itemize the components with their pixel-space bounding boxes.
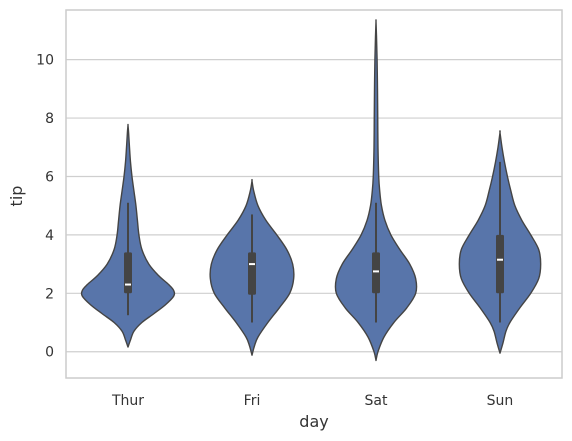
- y-tick-label: 4: [45, 228, 54, 244]
- iqr-box-sat: [372, 252, 380, 294]
- x-axis-ticks: Thur Fri Sat Sun: [111, 393, 513, 409]
- iqr-box-thur: [124, 252, 132, 294]
- violin-body-sat: [334, 19, 418, 362]
- iqr-box-fri: [248, 252, 256, 295]
- x-axis-label: day: [299, 412, 328, 431]
- x-tick-label: Fri: [244, 393, 261, 409]
- plot-frame: [65, 9, 563, 379]
- y-tick-label: 8: [45, 111, 54, 127]
- y-axis-ticks: 0 2 4 6 8 10: [36, 53, 54, 361]
- y-axis-label: tip: [7, 186, 26, 207]
- y-tick-label: 0: [45, 345, 54, 361]
- x-tick-label: Thur: [111, 393, 144, 409]
- y-tick-label: 6: [45, 169, 54, 185]
- x-tick-label: Sat: [365, 393, 388, 409]
- iqr-box-sun: [496, 234, 504, 294]
- y-tick-label: 10: [36, 53, 54, 69]
- x-tick-label: Sun: [487, 393, 514, 409]
- violins: [80, 19, 542, 362]
- y-tick-label: 2: [45, 286, 54, 302]
